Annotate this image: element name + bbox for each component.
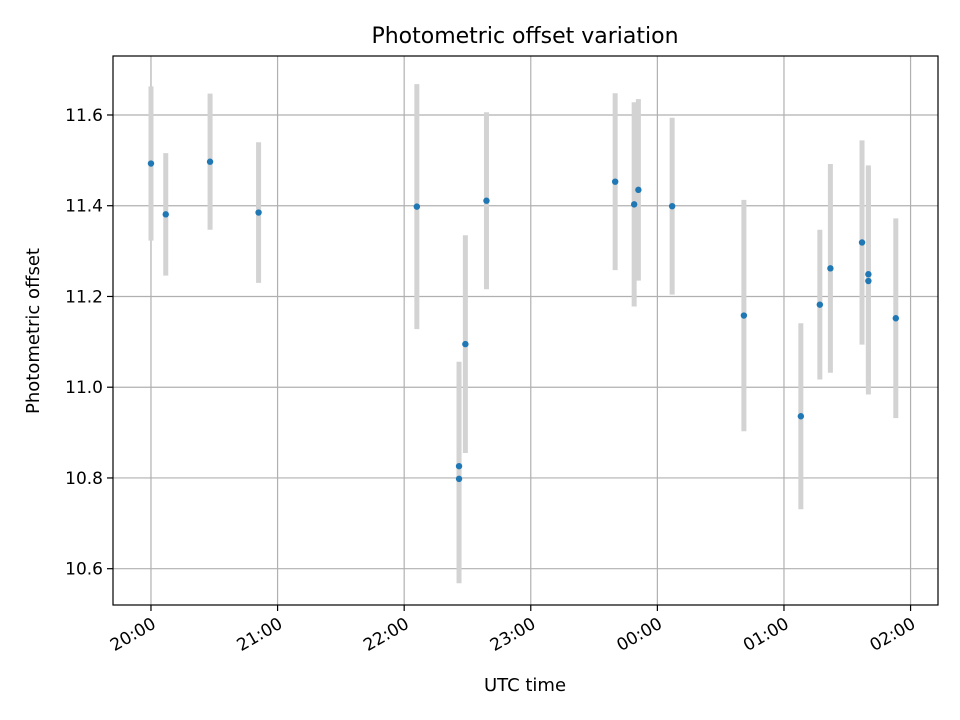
data-point: [827, 265, 834, 272]
data-point: [668, 202, 676, 210]
x-tick-label: 01:00: [740, 614, 792, 656]
data-point: [630, 201, 638, 208]
data-point: [858, 239, 866, 246]
x-tick-label: 22:00: [360, 614, 412, 656]
data-point: [206, 158, 214, 165]
y-tick-label: 11.6: [65, 106, 103, 126]
x-tick-label: 20:00: [107, 614, 159, 656]
plot-frame: [112, 55, 939, 606]
x-tick-label: 21:00: [234, 614, 286, 656]
y-axis-label: Photometric offset: [23, 248, 44, 414]
data-point: [455, 462, 463, 470]
data-point: [483, 197, 490, 204]
y-tick-label: 10.8: [65, 469, 103, 489]
data-point: [740, 312, 748, 319]
x-tick-label: 23:00: [487, 614, 539, 656]
data-point: [797, 413, 805, 420]
y-tick-label: 11.2: [65, 287, 103, 307]
data-point: [462, 340, 469, 348]
data-point: [865, 277, 872, 285]
data-point: [413, 203, 421, 210]
x-axis-label: UTC time: [484, 675, 566, 696]
data-point: [255, 209, 262, 216]
axis-ticks: 20:00 21:00 22:00 23:00 00:00 01:00 02:00 10.6 1…: [65, 106, 919, 656]
y-tick-label: 11.0: [65, 378, 103, 398]
data-points: [147, 158, 900, 483]
y-tick-label: 10.6: [65, 560, 103, 580]
chart-title: Photometric offset variation: [371, 24, 678, 49]
data-point: [635, 186, 642, 194]
data-point: [816, 301, 824, 308]
data-point: [611, 178, 619, 185]
data-point: [865, 271, 872, 278]
y-tick-label: 11.4: [65, 197, 103, 217]
data-point: [162, 211, 169, 218]
x-tick-label: 00:00: [613, 614, 665, 656]
x-tick-label: 02:00: [867, 614, 919, 656]
data-point: [455, 475, 463, 483]
data-point: [147, 160, 155, 167]
grid: [113, 56, 938, 605]
data-point: [892, 315, 900, 322]
